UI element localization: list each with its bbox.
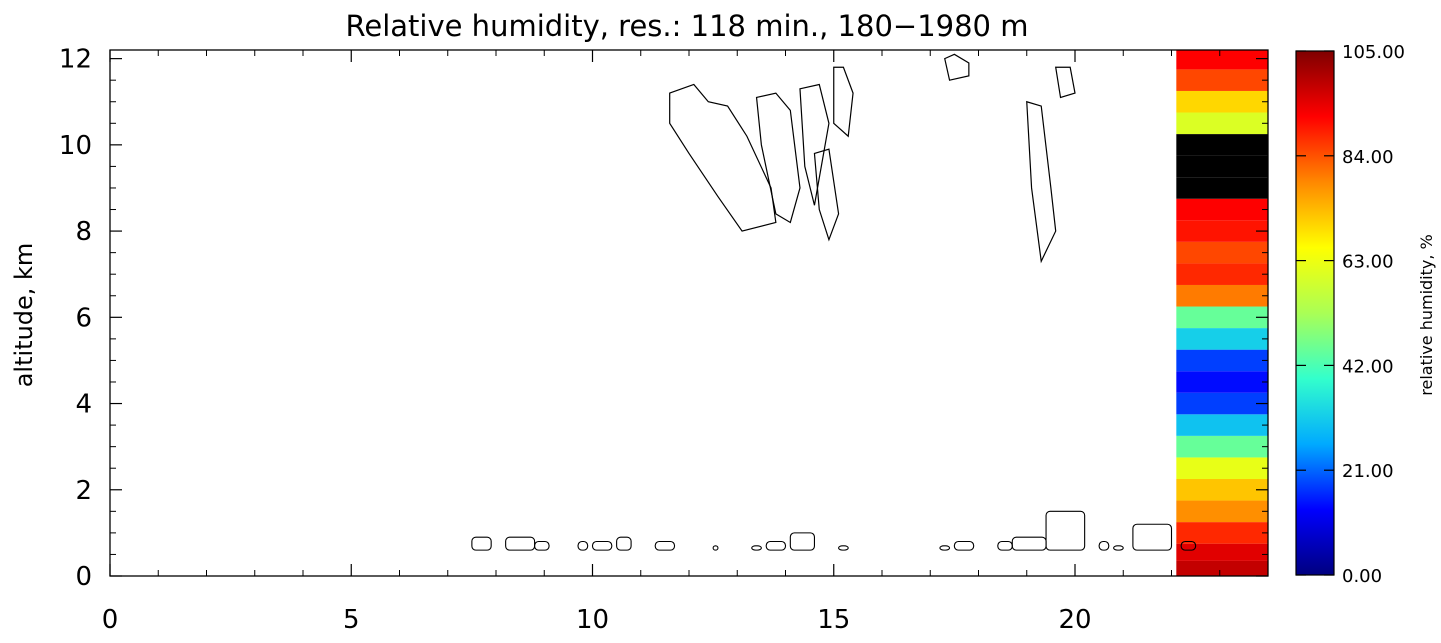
low-cloud-contour <box>1132 523 1173 551</box>
y-tick-label: 8 <box>75 217 92 247</box>
low-cloud-contour <box>789 532 816 551</box>
low-cloud-contour <box>1045 510 1086 551</box>
heatmap-cell <box>1176 457 1268 479</box>
chart-title: Relative humidity, res.: 118 min., 180−1… <box>346 9 1029 43</box>
y-tick-label: 4 <box>75 390 92 420</box>
heatmap-cell <box>1176 371 1268 393</box>
heatmap-cell <box>1176 112 1268 135</box>
heatmap-cell <box>1176 414 1268 436</box>
heatmap-cell <box>1176 543 1268 561</box>
low-cloud-contour <box>953 540 975 551</box>
x-tick-label: 10 <box>576 605 609 635</box>
heatmap-cell <box>1176 392 1268 415</box>
colorbar-tick-label: 84.00 <box>1342 147 1394 168</box>
low-cloud-contour <box>471 536 492 551</box>
heatmap-cell <box>1176 198 1268 221</box>
low-cloud-contour <box>505 536 536 551</box>
low-cloud-contour <box>1113 545 1124 551</box>
heatmap-cell <box>1176 478 1268 501</box>
x-tick-label: 5 <box>343 605 360 635</box>
heatmap-cell <box>1176 328 1268 350</box>
low-cloud-contour <box>1098 540 1110 551</box>
colorbar-tick-label: 0.00 <box>1342 566 1382 587</box>
heatmap-cell <box>1176 220 1268 242</box>
colorbar-tick-label: 63.00 <box>1342 252 1394 273</box>
low-cloud-contour <box>1011 536 1047 551</box>
colorbar-tick-label: 21.00 <box>1342 461 1394 482</box>
heatmap-cell <box>1176 155 1268 178</box>
low-cloud-contour <box>1180 540 1197 551</box>
heatmap-cell <box>1176 306 1268 329</box>
heatmap-cell <box>1176 349 1268 372</box>
heatmap-cell <box>1176 560 1268 576</box>
y-tick-label: 2 <box>75 476 92 506</box>
y-tick-label: 10 <box>59 131 92 161</box>
heatmap-cell <box>1176 90 1268 113</box>
heatmap-cell <box>1176 435 1268 458</box>
heatmap-cell <box>1176 284 1268 307</box>
heatmap-cell <box>1176 522 1268 544</box>
heatmap-cell <box>1176 134 1268 156</box>
low-cloud-contour <box>534 540 550 551</box>
cloud-contour <box>813 148 840 242</box>
y-tick-label: 12 <box>59 45 92 75</box>
low-cloud-contour <box>939 545 951 551</box>
heatmap-cell <box>1176 50 1268 70</box>
x-tick-label: 20 <box>1058 605 1091 635</box>
heatmap-cell <box>1176 500 1268 523</box>
low-cloud-contour <box>997 540 1013 551</box>
plot-frame <box>109 49 1269 577</box>
low-cloud-contour <box>765 540 787 551</box>
low-cloud-contour <box>838 545 849 551</box>
heatmap-cell <box>1176 69 1268 91</box>
x-tick-label: 15 <box>817 605 850 635</box>
y-tick-label: 0 <box>75 562 92 592</box>
colorbar-tick-label: 42.00 <box>1342 356 1394 377</box>
x-tick-label: 0 <box>102 605 119 635</box>
low-cloud-contour <box>654 540 676 551</box>
heatmap-cell <box>1176 241 1268 264</box>
low-cloud-contour <box>751 545 762 551</box>
low-cloud-contour <box>591 540 613 551</box>
y-tick-label: 6 <box>75 303 92 333</box>
colorbar-label: relative humidity, % <box>1417 234 1436 395</box>
low-cloud-contour <box>712 545 719 551</box>
y-axis-label: altitude, km <box>10 243 38 388</box>
heatmap-cell <box>1176 263 1268 285</box>
heatmap-cell <box>1176 177 1268 199</box>
cloud-contour <box>833 66 854 138</box>
cloud-contour <box>669 83 777 232</box>
cloud-contour <box>944 53 970 81</box>
low-cloud-contour <box>577 540 589 551</box>
cloud-contour <box>799 83 830 206</box>
colorbar <box>1295 50 1335 576</box>
low-cloud-contour <box>616 536 632 551</box>
cloud-contour <box>1054 66 1076 99</box>
colorbar-tick-label: 105.00 <box>1342 42 1405 63</box>
cloud-contour <box>755 92 801 224</box>
cloud-contour <box>1026 100 1057 264</box>
